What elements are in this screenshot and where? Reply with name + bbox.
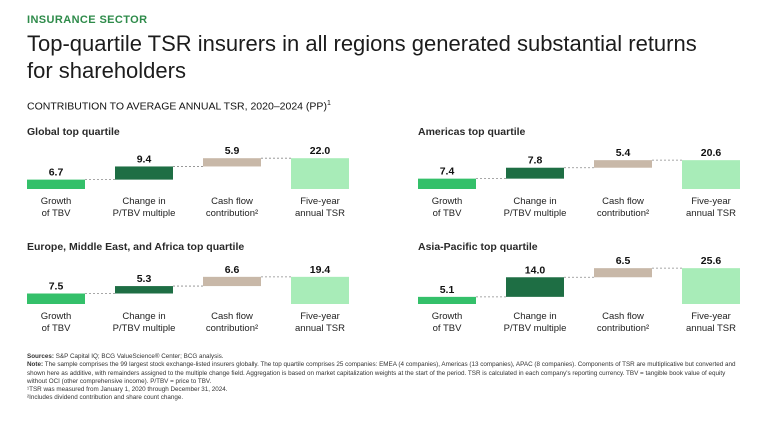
- subtitle-text: CONTRIBUTION TO AVERAGE ANNUAL TSR, 2020…: [27, 100, 327, 113]
- bar-five-year-tsr: [682, 160, 740, 189]
- category-label-change-in-multiple: Change in P/TBV multiple: [112, 196, 176, 219]
- value-label-five-year-tsr: 22.0: [310, 145, 331, 157]
- bar-growth-of-tbv: [418, 296, 476, 304]
- value-label-change-in-multiple: 9.4: [137, 153, 152, 165]
- category-label-growth-of-tbv: Growth of TBV: [40, 196, 72, 219]
- waterfall-chart: 6.7 9.4 5.9 22.0: [27, 145, 349, 189]
- footnote-1: ¹TSR was measured from January 1, 2020 t…: [27, 386, 228, 394]
- value-label-five-year-tsr: 25.6: [701, 255, 722, 267]
- value-label-growth-of-tbv: 7.4: [440, 166, 455, 178]
- category-label-change-in-multiple: Change in P/TBV multiple: [503, 311, 567, 334]
- note-label: Note:: [27, 361, 44, 369]
- panel-title: Asia-Pacific top quartile: [418, 241, 538, 253]
- bar-growth-of-tbv: [27, 179, 85, 189]
- category-label-cash-flow-contribution: Cash flow contribution²: [205, 311, 259, 334]
- panel-title: Americas top quartile: [418, 126, 526, 138]
- waterfall-chart: 5.1 14.0 6.5 25.6: [418, 255, 740, 304]
- category-label-cash-flow-contribution: Cash flow contribution²: [596, 311, 650, 334]
- bar-growth-of-tbv: [27, 293, 85, 304]
- category-label-cash-flow-contribution: Cash flow contribution²: [596, 196, 650, 219]
- bar-change-in-multiple: [506, 167, 564, 179]
- subtitle-superscript: 1: [326, 100, 331, 107]
- category-label-growth-of-tbv: Growth of TBV: [431, 196, 463, 219]
- bar-change-in-multiple: [115, 286, 173, 294]
- sources-label: Sources:: [27, 353, 54, 360]
- value-label-growth-of-tbv: 6.7: [49, 167, 64, 179]
- value-label-change-in-multiple: 14.0: [525, 264, 546, 276]
- note-text: The sample comprises the 99 largest stoc…: [27, 361, 736, 385]
- value-label-change-in-multiple: 7.8: [528, 155, 543, 167]
- category-label-five-year-tsr: Five-year annual TSR: [295, 196, 345, 219]
- bar-cash-flow-contribution: [203, 158, 261, 167]
- value-label-cash-flow-contribution: 5.9: [225, 145, 240, 157]
- category-label-growth-of-tbv: Growth of TBV: [40, 311, 72, 334]
- sources-text: S&P Capital IQ; BCG ValueScience® Center…: [55, 353, 224, 360]
- panel-apac: Asia-Pacific top quartile 5.1 14.0 6.5 25.6…: [418, 241, 748, 346]
- bar-five-year-tsr: [682, 268, 740, 304]
- category-label-growth-of-tbv: Growth of TBV: [431, 311, 463, 334]
- bar-five-year-tsr: [291, 158, 349, 189]
- bar-cash-flow-contribution: [594, 160, 652, 168]
- value-label-growth-of-tbv: 5.1: [440, 284, 455, 296]
- category-label-five-year-tsr: Five-year annual TSR: [686, 196, 736, 219]
- value-label-cash-flow-contribution: 6.5: [616, 255, 631, 267]
- waterfall-chart: 7.4 7.8 5.4 20.6: [418, 147, 740, 189]
- sector-label: INSURANCE SECTOR: [27, 14, 148, 26]
- panel-emea: Europe, Middle East, and Africa top quar…: [27, 241, 357, 346]
- bar-cash-flow-contribution: [203, 276, 261, 287]
- value-label-growth-of-tbv: 7.5: [49, 281, 64, 293]
- sources-line: Sources: S&P Capital IQ; BCG ValueScienc…: [27, 353, 743, 361]
- category-label-change-in-multiple: Change in P/TBV multiple: [112, 311, 176, 334]
- page-title: Top-quartile TSR insurers in all regions…: [27, 31, 697, 83]
- value-label-cash-flow-contribution: 5.4: [616, 147, 631, 159]
- bar-growth-of-tbv: [418, 178, 476, 189]
- footnote-2: ²Includes dividend contribution and shar…: [27, 394, 184, 402]
- chart-subtitle: CONTRIBUTION TO AVERAGE ANNUAL TSR, 2020…: [27, 100, 331, 113]
- category-label-cash-flow-contribution: Cash flow contribution²: [205, 196, 259, 219]
- panel-title: Global top quartile: [27, 126, 120, 138]
- bar-change-in-multiple: [506, 277, 564, 297]
- bar-cash-flow-contribution: [594, 268, 652, 278]
- bar-five-year-tsr: [291, 276, 349, 304]
- category-label-five-year-tsr: Five-year annual TSR: [295, 311, 345, 334]
- panel-title: Europe, Middle East, and Africa top quar…: [27, 241, 245, 253]
- category-label-change-in-multiple: Change in P/TBV multiple: [503, 196, 567, 219]
- category-label-five-year-tsr: Five-year annual TSR: [686, 311, 736, 334]
- value-label-five-year-tsr: 19.4: [310, 264, 331, 276]
- note-line: Note: The sample comprises the 99 larges…: [27, 361, 743, 386]
- value-label-cash-flow-contribution: 6.6: [225, 264, 240, 276]
- panel-global: Global top quartile 6.7 9.4 5.9 22.0 Growth o…: [27, 126, 357, 231]
- waterfall-chart: 7.5 5.3 6.6 19.4: [27, 264, 349, 304]
- source-notes: Sources: S&P Capital IQ; BCG ValueScienc…: [27, 353, 743, 403]
- value-label-change-in-multiple: 5.3: [137, 273, 152, 285]
- value-label-five-year-tsr: 20.6: [701, 147, 722, 159]
- panel-americas: Americas top quartile 7.4 7.8 5.4 20.6 Growt…: [418, 126, 748, 231]
- bar-change-in-multiple: [115, 166, 173, 180]
